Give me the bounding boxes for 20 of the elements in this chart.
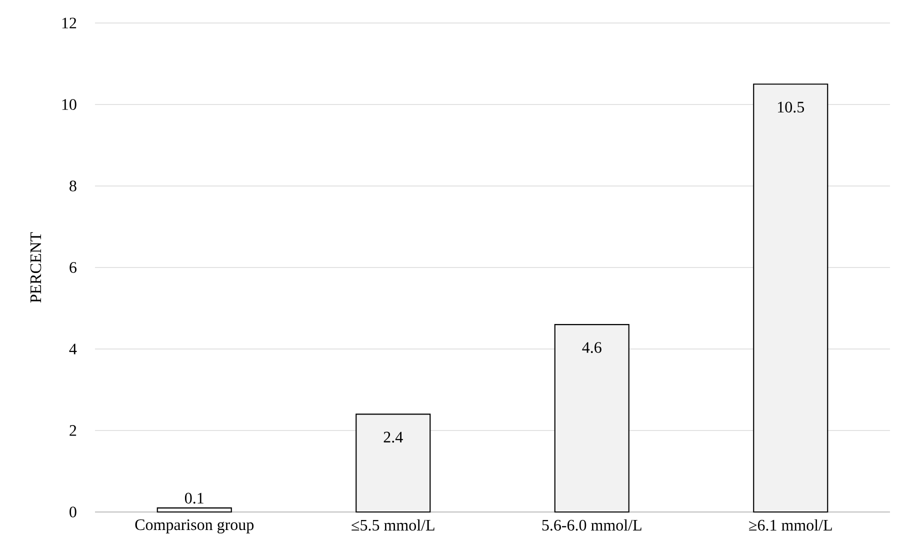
x-tick-label: ≥6.1 mmol/L: [749, 519, 832, 531]
y-tick-label: 2: [70, 425, 76, 436]
data-label: 4.6: [582, 342, 602, 353]
y-tick-label: 6: [70, 262, 76, 273]
y-tick-label: 4: [69, 344, 77, 354]
data-label: 2.4: [384, 432, 403, 443]
bar: [156, 507, 232, 513]
x-tick-label: 5.6-6.0 mmol/L: [542, 519, 642, 531]
y-tick-label: 0: [70, 506, 76, 518]
y-axis-title: PERCENT: [30, 232, 42, 303]
y-tick-label: 8: [70, 180, 76, 192]
bar: [554, 324, 630, 513]
y-tick-label: 12: [62, 18, 76, 28]
data-label: 10.5: [778, 102, 804, 113]
bar: [753, 84, 828, 513]
x-tick-label: Comparison group: [135, 519, 254, 534]
y-tick-label: 10: [62, 99, 76, 110]
data-label: 0.1: [184, 492, 204, 504]
x-tick-label: ≤5.5 mmol/L: [352, 519, 434, 531]
bar: [356, 414, 431, 513]
